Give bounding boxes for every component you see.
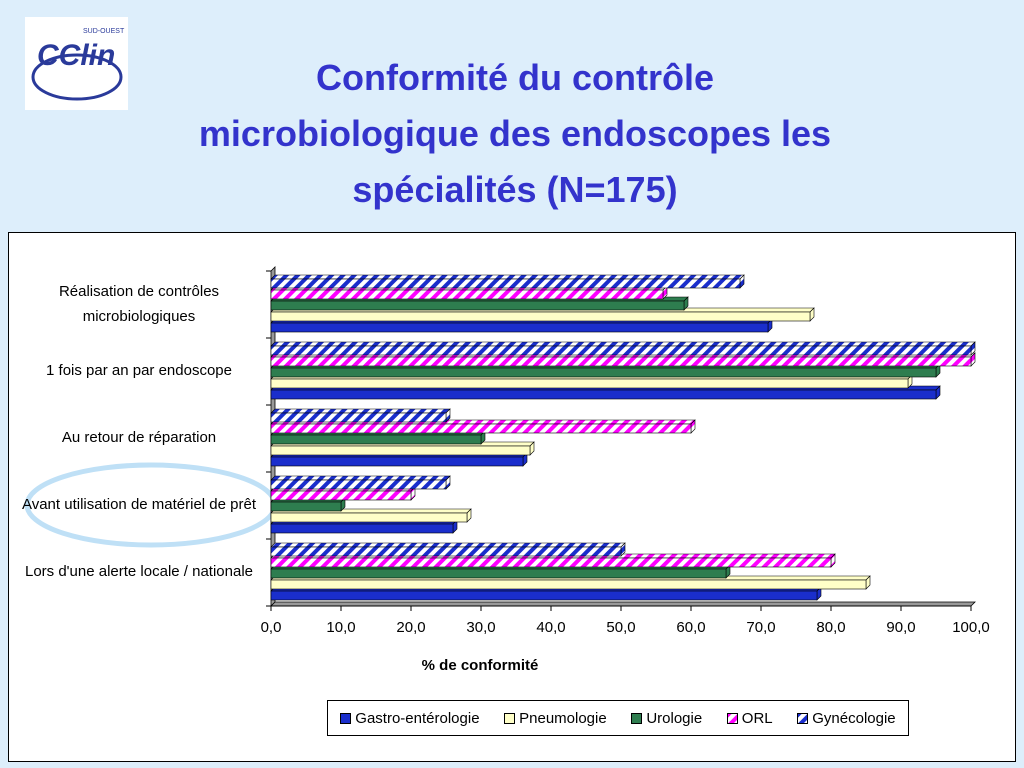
legend-swatch <box>631 712 643 724</box>
bar <box>270 579 867 590</box>
bar <box>270 367 937 378</box>
bar <box>270 501 342 512</box>
legend-swatch <box>340 712 352 724</box>
bar <box>270 345 972 356</box>
bar <box>270 300 685 311</box>
legend-swatch-fill <box>726 712 738 724</box>
bar <box>270 490 412 501</box>
bar <box>270 456 524 467</box>
bar <box>270 311 811 322</box>
legend-swatch <box>504 712 516 724</box>
bar <box>270 412 447 423</box>
bar <box>270 445 531 456</box>
legend-swatch-fill <box>340 712 352 724</box>
legend-label: Gynécologie <box>812 709 896 727</box>
axis-floor <box>270 601 976 607</box>
x-tick-label: 10,0 <box>326 619 355 636</box>
bar <box>270 322 769 333</box>
x-tick-label: 100,0 <box>952 619 990 636</box>
x-tick-label: 50,0 <box>606 619 635 636</box>
logo-sub: SUD-OUEST <box>83 28 125 35</box>
legend-swatch-fill <box>504 712 516 724</box>
title-line: microbiologique des endoscopes les <box>198 113 832 154</box>
legend-item: Gynécologie <box>797 709 896 727</box>
chart: % de conformité 0,0 10,0 20,0 30,0 40,0 50,0 6… <box>24 266 990 674</box>
legend-label: Urologie <box>646 709 703 727</box>
y-tick-label: 1 fois par an par endoscope <box>46 362 232 379</box>
legend-item: Gastro-entérologie <box>340 709 480 727</box>
bar <box>270 590 818 601</box>
bar <box>270 356 972 367</box>
bar <box>270 557 832 568</box>
legend: Gastro-entérologie Pneumologie Urologie ORL… <box>327 700 909 736</box>
bar-top <box>270 408 451 414</box>
legend-item: ORL <box>726 709 773 727</box>
y-tick-label: Réalisation de contrôles microbiologique… <box>58 282 220 325</box>
bar <box>270 378 909 389</box>
legend-swatch-fill <box>631 712 643 724</box>
bar <box>270 546 622 557</box>
logo-graphic: CClin SUD-OUEST <box>31 28 125 101</box>
title-line: spécialités (N=175) <box>352 169 678 210</box>
x-tick-label: 20,0 <box>396 619 425 636</box>
logo: CClin SUD-OUEST <box>25 17 128 110</box>
y-tick-label: Avant utilisation de matériel de prêt <box>21 496 257 513</box>
legend-item: Pneumologie <box>504 710 607 727</box>
bar <box>270 568 727 579</box>
legend-item: Urologie <box>631 710 702 727</box>
bar-top <box>270 475 451 481</box>
legend-label: ORL <box>741 709 773 727</box>
bar <box>270 523 454 534</box>
y-tick-label: Lors d'une alerte locale / nationale <box>24 563 254 580</box>
logo-ring <box>31 53 123 101</box>
legend-swatch <box>726 712 738 724</box>
bar-top <box>270 274 745 280</box>
bar <box>270 434 482 445</box>
chart-title: Conformité du contrôle microbiologique de… <box>100 50 930 218</box>
x-tick-label: 80,0 <box>816 619 845 636</box>
bar-top <box>270 542 626 548</box>
chart-box: % de conformité 0,0 10,0 20,0 30,0 40,0 50,0 6… <box>8 232 1016 762</box>
x-tick-label: 40,0 <box>536 619 565 636</box>
bar-top <box>270 341 976 347</box>
legend-label: Pneumologie <box>519 709 607 727</box>
legend-label: Gastro-entérologie <box>355 709 480 727</box>
x-tick-label: 90,0 <box>886 619 915 636</box>
legend-swatch <box>797 712 809 724</box>
x-tick-label: 70,0 <box>746 619 775 636</box>
bar <box>270 423 692 434</box>
bar <box>270 512 468 523</box>
bar <box>270 278 741 289</box>
bar <box>270 289 664 300</box>
bar <box>270 479 447 490</box>
logo-text: CClin <box>37 39 115 72</box>
x-tick-label: 60,0 <box>676 619 705 636</box>
x-axis-label: % de conformité <box>422 657 539 674</box>
x-tick-label: 0,0 <box>261 619 282 636</box>
y-tick-label: Au retour de réparation <box>61 429 217 446</box>
title-line: Conformité du contrôle <box>316 57 714 98</box>
legend-swatch-fill <box>797 712 809 724</box>
bar <box>270 389 937 400</box>
x-tick-label: 30,0 <box>466 619 495 636</box>
